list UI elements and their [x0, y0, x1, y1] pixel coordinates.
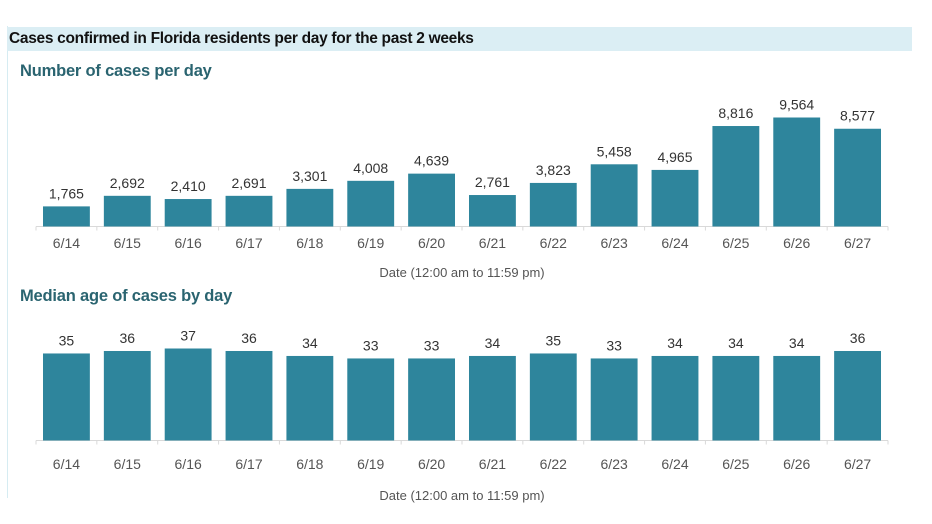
- chart-title-cases: Number of cases per day: [20, 62, 212, 80]
- median-age-bar: [468, 355, 516, 441]
- cases-value-label: 3,823: [536, 162, 571, 178]
- median-age-category-label: 6/14: [53, 456, 80, 472]
- cases-category-label: 6/16: [175, 235, 202, 251]
- cases-bar: [712, 126, 760, 227]
- median-age-category-label: 6/25: [722, 456, 749, 472]
- median-age-chart: Date (12:00 am to 11:59 pm) 35 6/14 36 6/15…: [35, 328, 889, 503]
- cases-per-day-chart: Date (12:00 am to 11:59 pm) 1,765 6/14 2,6…: [35, 97, 889, 280]
- cases-value-label: 2,692: [110, 175, 145, 191]
- cases-value-label: 2,410: [171, 178, 206, 194]
- cases-value-label: 4,965: [657, 149, 692, 165]
- median-age-category-label: 6/24: [661, 456, 688, 472]
- median-age-bar: [834, 350, 882, 441]
- median-age-category-label: 6/19: [357, 456, 384, 472]
- cases-category-label: 6/25: [722, 235, 749, 251]
- cases-value-label: 8,816: [718, 105, 753, 121]
- cases-bar: [347, 180, 395, 227]
- cases-bar: [468, 195, 516, 227]
- median-age-category-label: 6/22: [540, 456, 567, 472]
- cases-category-label: 6/17: [235, 235, 262, 251]
- median-age-category-label: 6/21: [479, 456, 506, 472]
- cases-value-label: 2,691: [231, 175, 266, 191]
- median-age-bar: [712, 355, 760, 441]
- median-age-bar: [408, 358, 456, 441]
- cases-bar: [42, 206, 90, 227]
- cases-value-label: 2,761: [475, 174, 510, 190]
- cases-bar: [225, 195, 273, 227]
- median-age-value-label: 33: [363, 337, 379, 353]
- cases-category-label: 6/21: [479, 235, 506, 251]
- median-age-value-label: 34: [728, 335, 744, 351]
- cases-category-label: 6/24: [661, 235, 688, 251]
- cases-category-label: 6/23: [601, 235, 628, 251]
- cases-category-label: 6/15: [114, 235, 141, 251]
- cases-bar: [529, 182, 577, 227]
- cases-category-label: 6/22: [540, 235, 567, 251]
- cases-category-label: 6/18: [296, 235, 323, 251]
- page-title: Cases confirmed in Florida residents per…: [9, 30, 474, 47]
- median-age-value-label: 36: [119, 330, 135, 346]
- cases-category-label: 6/19: [357, 235, 384, 251]
- frame-border: [7, 26, 8, 498]
- median-age-value-label: 36: [850, 330, 866, 346]
- median-age-bar: [42, 353, 90, 441]
- median-age-value-label: 34: [485, 335, 501, 351]
- median-age-category-label: 6/17: [235, 456, 262, 472]
- cases-value-label: 1,765: [49, 185, 84, 201]
- chart-title-median-age: Median age of cases by day: [20, 287, 233, 305]
- median-age-value-label: 37: [180, 328, 196, 344]
- median-age-value-label: 34: [302, 335, 318, 351]
- median-age-bar: [347, 358, 395, 441]
- median-age-category-label: 6/16: [175, 456, 202, 472]
- median-age-value-label: 35: [59, 332, 75, 348]
- cases-bar: [408, 173, 456, 227]
- cases-bar: [834, 128, 882, 227]
- header-banner: [7, 27, 912, 51]
- median-age-value-label: 33: [424, 337, 440, 353]
- cases-bar: [164, 199, 212, 227]
- median-age-bar: [286, 355, 334, 441]
- cases-category-label: 6/14: [53, 235, 80, 251]
- median-age-category-label: 6/27: [844, 456, 871, 472]
- cases-value-label: 5,458: [597, 143, 632, 159]
- cases-category-label: 6/26: [783, 235, 810, 251]
- median-age-bar: [529, 353, 577, 441]
- median-age-bar: [164, 348, 212, 441]
- median-age-value-label: 34: [667, 335, 683, 351]
- median-age-value-label: 33: [606, 337, 622, 353]
- median-age-bar: [103, 350, 151, 441]
- median-age-bar: [651, 355, 699, 441]
- median-age-bar: [225, 350, 273, 441]
- median-age-category-label: 6/15: [114, 456, 141, 472]
- median-age-value-label: 36: [241, 330, 257, 346]
- median-age-bar: [590, 358, 638, 441]
- x-axis-label-cases: Date (12:00 am to 11:59 pm): [379, 265, 544, 280]
- cases-category-label: 6/20: [418, 235, 445, 251]
- cases-bar: [103, 195, 151, 227]
- cases-bar: [590, 164, 638, 227]
- median-age-bar: [773, 355, 821, 441]
- median-age-category-label: 6/20: [418, 456, 445, 472]
- cases-bar: [773, 117, 821, 227]
- cases-bar: [651, 169, 699, 227]
- median-age-value-label: 34: [789, 335, 805, 351]
- x-axis-label-median-age: Date (12:00 am to 11:59 pm): [379, 488, 544, 503]
- median-age-category-label: 6/18: [296, 456, 323, 472]
- cases-value-label: 9,564: [779, 97, 814, 113]
- median-age-category-label: 6/26: [783, 456, 810, 472]
- cases-value-label: 3,301: [292, 168, 327, 184]
- cases-category-label: 6/27: [844, 235, 871, 251]
- median-age-category-label: 6/23: [601, 456, 628, 472]
- cases-value-label: 8,577: [840, 108, 875, 124]
- cases-bar: [286, 188, 334, 227]
- cases-value-label: 4,008: [353, 160, 388, 176]
- median-age-value-label: 35: [545, 332, 561, 348]
- cases-value-label: 4,639: [414, 153, 449, 169]
